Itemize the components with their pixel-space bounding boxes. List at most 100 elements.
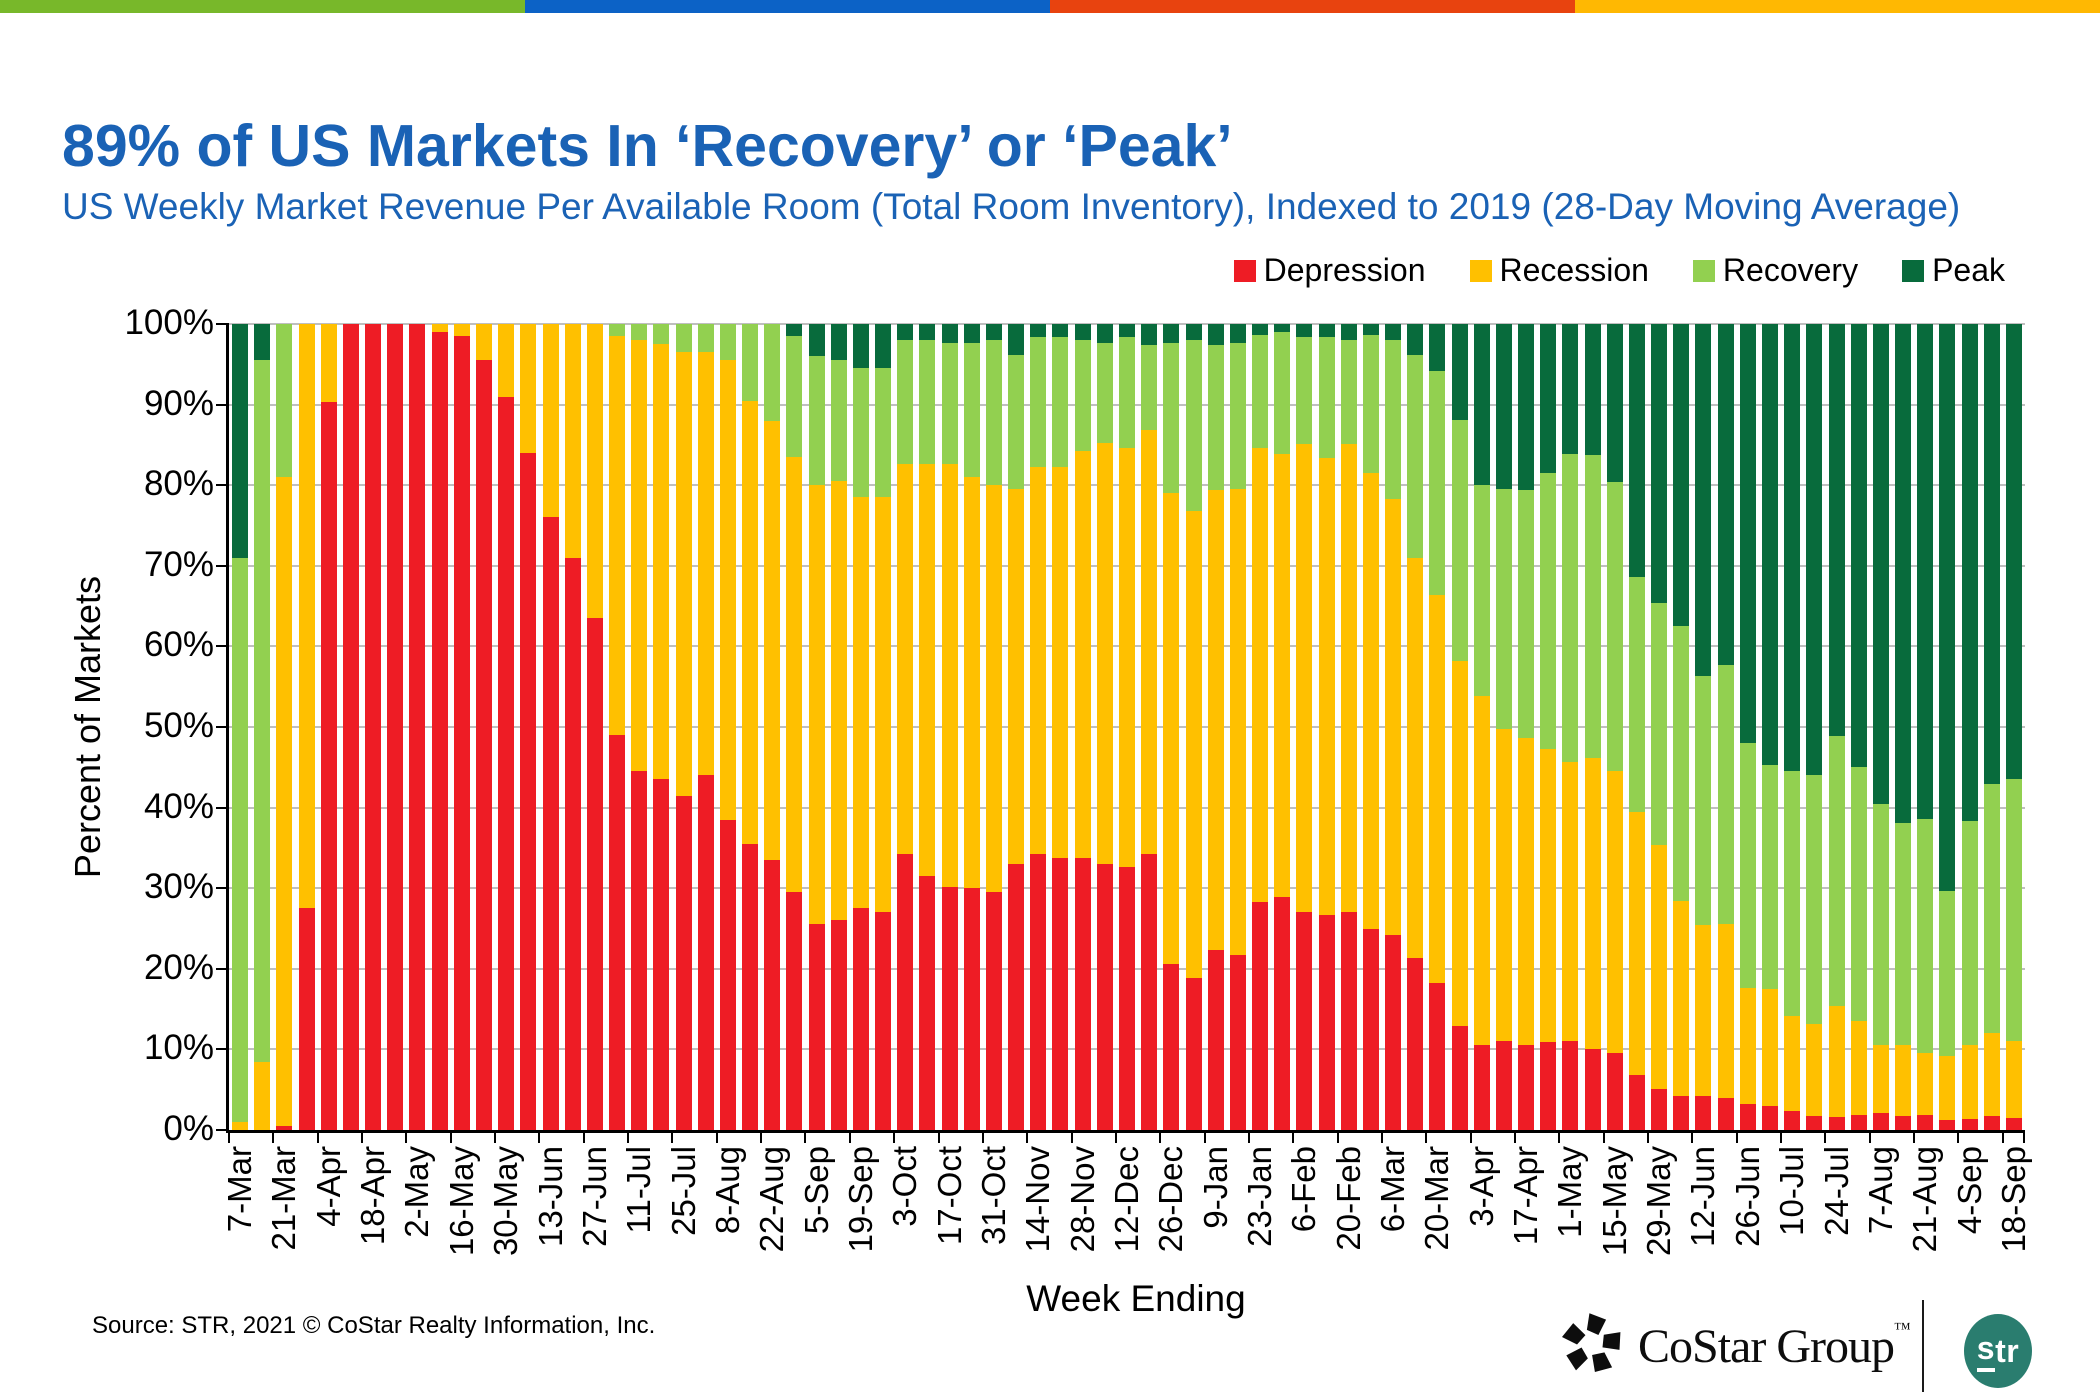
segment-recession [1540, 748, 1557, 1043]
stacked-bar-week-17 [586, 324, 603, 1130]
segment-recovery [1762, 764, 1778, 989]
segment-depression [564, 557, 581, 1130]
stacked-bar-week-64 [1628, 324, 1645, 1130]
segment-recession [1717, 924, 1734, 1098]
segment-recession [298, 324, 315, 909]
segment-recession [697, 352, 714, 776]
stacked-bar-week-55 [1429, 324, 1446, 1130]
stacked-bar-week-39 [1074, 324, 1091, 1130]
x-tick-label: 31-Oct [974, 1146, 1012, 1246]
stacked-bar-week-6 [342, 324, 359, 1130]
segment-recovery [719, 324, 736, 361]
segment-peak [1806, 324, 1823, 776]
segment-depression [365, 324, 382, 1130]
x-tick-label: 1-May [1551, 1146, 1589, 1238]
x-tick-label: 4-Sep [1950, 1146, 1988, 1235]
x-tick [1824, 1133, 1827, 1143]
segment-recovery [1074, 340, 1091, 452]
y-tick-label: 20% [143, 947, 214, 987]
segment-peak [1451, 324, 1468, 420]
segment-depression [276, 1125, 293, 1130]
segment-depression [1362, 929, 1379, 1130]
x-tick-label: 13-Jun [531, 1146, 569, 1247]
segment-peak [1274, 324, 1291, 333]
segment-peak [1628, 324, 1645, 578]
stacked-bar-week-13 [498, 324, 515, 1130]
x-tick [1735, 1133, 1738, 1143]
x-tick [1425, 1133, 1428, 1143]
segment-recovery [830, 360, 847, 482]
segment-recovery [1473, 485, 1490, 697]
segment-recession [1850, 1021, 1867, 1115]
x-tick [1602, 1133, 1605, 1143]
stacked-bar-week-14 [520, 324, 537, 1130]
stacked-bar-week-5 [320, 324, 337, 1130]
segment-recession [1096, 443, 1113, 865]
x-tick [1159, 1133, 1162, 1143]
segment-recession [1606, 771, 1623, 1053]
stripe-segment-2 [1050, 0, 1575, 13]
segment-depression [609, 735, 626, 1130]
x-tick-label: 19-Sep [841, 1146, 879, 1253]
segment-depression [786, 892, 803, 1130]
segment-recovery [675, 324, 692, 353]
legend-label: Depression [1263, 252, 1426, 288]
y-tick-label: 0% [163, 1109, 214, 1148]
stacked-bar-week-20 [653, 324, 670, 1130]
segment-peak [1495, 324, 1512, 490]
stacked-bar-week-4 [298, 324, 315, 1130]
segment-recovery [1606, 482, 1623, 772]
str-logo: s tr [1964, 1314, 2032, 1388]
segment-recession [1163, 493, 1180, 964]
stacked-bar-week-65 [1651, 324, 1668, 1130]
segment-depression [1828, 1117, 1845, 1130]
legend-item-recovery: Recovery [1692, 252, 1858, 289]
x-tick-label: 5-Sep [797, 1146, 835, 1235]
segment-recovery [1850, 767, 1867, 1022]
segment-depression [1717, 1097, 1734, 1130]
x-tick-label: 14-Nov [1019, 1146, 1057, 1253]
segment-peak [985, 324, 1002, 341]
segment-recession [941, 464, 958, 887]
costar-group-logo: CoStar Group™ [1560, 1312, 1911, 1381]
y-tick [216, 484, 229, 487]
stacked-bar-week-60 [1540, 324, 1557, 1130]
stacked-bar-week-42 [1141, 324, 1158, 1130]
segment-recession [897, 464, 914, 854]
stripe-segment-0 [0, 0, 525, 13]
stacked-bar-week-74 [1850, 324, 1867, 1130]
segment-recession [586, 324, 603, 619]
segment-peak [786, 324, 803, 337]
segment-depression [1385, 934, 1402, 1130]
segment-recession [631, 340, 648, 772]
y-tick-label: 90% [143, 383, 214, 423]
segment-depression [1739, 1104, 1756, 1130]
segment-peak [1961, 324, 1978, 822]
x-tick-label: 21-Aug [1906, 1146, 1944, 1253]
x-tick-label: 12-Dec [1108, 1146, 1145, 1253]
segment-recession [742, 400, 759, 844]
segment-peak [1828, 324, 1845, 736]
str-logo-tr: tr [1995, 1332, 2020, 1369]
segment-recovery [1562, 453, 1579, 762]
stacked-bar-week-28 [830, 324, 847, 1130]
segment-recovery [1495, 489, 1512, 729]
segment-recovery [697, 324, 714, 353]
x-tick-label: 23-Jan [1241, 1146, 1279, 1247]
segment-depression [1052, 857, 1069, 1130]
segment-peak [1141, 324, 1158, 345]
segment-peak [2005, 324, 2022, 780]
segment-recovery [897, 340, 914, 465]
segment-recession [1229, 489, 1246, 956]
segment-peak [1096, 324, 1113, 343]
x-tick [449, 1133, 452, 1143]
stacked-bar-week-49 [1296, 324, 1313, 1130]
stacked-bar-week-47 [1252, 324, 1269, 1130]
segment-recession [498, 324, 515, 397]
segment-recession [1895, 1044, 1912, 1117]
y-tick [216, 726, 229, 728]
logo-divider [1922, 1300, 1924, 1392]
legend-item-peak: Peak [1902, 252, 2005, 289]
page-title: 89% of US Markets In ‘Recovery’ or ‘Peak… [62, 112, 1233, 179]
segment-recession [1407, 557, 1424, 958]
